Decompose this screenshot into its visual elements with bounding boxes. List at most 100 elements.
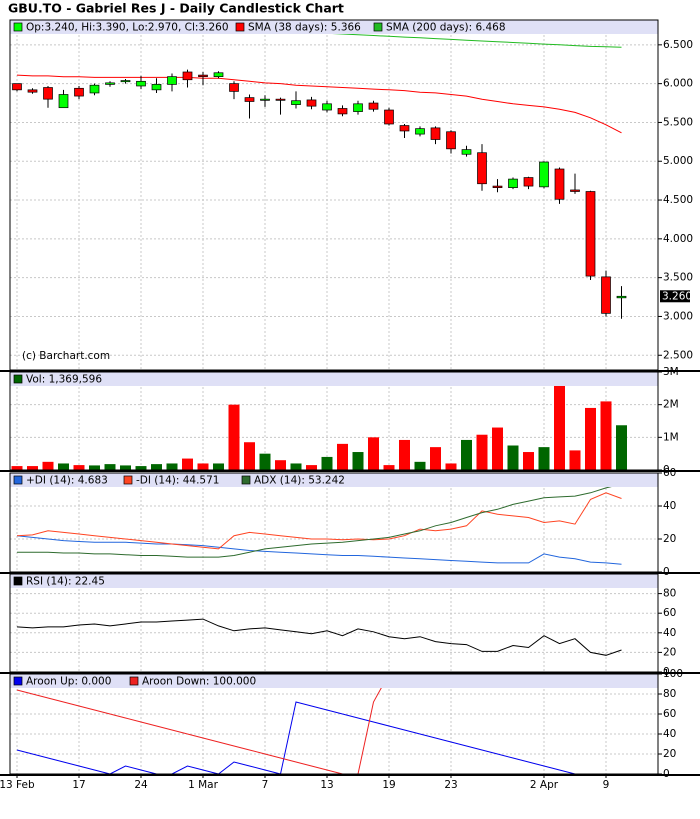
candle-body (58, 94, 69, 109)
x-tick-label: 19 (382, 779, 395, 791)
volume-bar (58, 463, 69, 470)
candle-body (477, 152, 487, 185)
volume-bar (616, 425, 627, 470)
volume-bar (523, 452, 534, 470)
volume-bar (507, 445, 519, 470)
legend-label: RSI (14): 22.45 (26, 576, 105, 588)
y-tick-label: 20 (663, 646, 676, 658)
legend-label: -DI (14): 44.571 (136, 475, 219, 487)
legend-label: Op:3.240, Hi:3.390, Lo:2.970, Cl:3.260 (26, 22, 229, 34)
x-tick-label: 23 (444, 779, 457, 791)
annotation: (c) Barchart.com (22, 350, 110, 362)
volume-bar (554, 372, 565, 470)
volume-bar (73, 465, 85, 470)
x-tick-label: 13 (320, 779, 333, 791)
legend-label: Aroon Down: 100.000 (142, 676, 256, 688)
y-tick-label: 40 (663, 627, 676, 639)
candle-body (353, 103, 363, 112)
legend-bg (10, 20, 658, 34)
volume-bar (383, 465, 395, 470)
plot (16, 483, 622, 565)
plot (12, 27, 627, 319)
legend-swatch (235, 22, 245, 32)
plot (16, 618, 622, 656)
y-tick-label: 20 (663, 748, 676, 760)
panel-bg (10, 372, 658, 470)
chart-title: GBU.TO - Gabriel Res J - Daily Candlesti… (8, 1, 344, 16)
candle-body (306, 99, 317, 107)
volume-bar (166, 463, 178, 470)
y-tick-label: 5.500 (663, 116, 693, 128)
series-line (17, 483, 622, 558)
volume-bar (399, 439, 410, 470)
volume-bar (182, 458, 193, 470)
candle-body (585, 191, 596, 277)
candle-body (151, 84, 162, 91)
candle-body (120, 80, 131, 83)
panel-bg (10, 674, 658, 774)
volume-bar (228, 404, 240, 470)
volume-bar (213, 463, 224, 470)
legend-swatch (13, 475, 23, 485)
y-tick-label: 2.500 (663, 349, 693, 361)
candle-body (399, 125, 410, 132)
candle-body (198, 74, 208, 78)
legend-bg (10, 674, 658, 688)
candle-body (291, 100, 301, 105)
legend-label: Aroon Up: 0.000 (26, 676, 111, 688)
y-tick-label: 60 (663, 607, 676, 619)
volume-bar (27, 466, 38, 470)
y-tick-label: 3.000 (663, 310, 693, 322)
volume-bar (538, 447, 550, 470)
volume-bar (352, 452, 364, 470)
candle-body (601, 276, 611, 314)
volume-bar (244, 442, 255, 470)
candle-body (260, 98, 270, 101)
legend-bg (10, 372, 658, 386)
volume-bar (135, 466, 147, 470)
legend-bg (10, 574, 658, 588)
x-tick-label: 24 (134, 779, 148, 791)
volume-bar (259, 453, 271, 470)
candle-body (27, 89, 38, 93)
legend-swatch (129, 676, 139, 686)
y-tick-label: 5.000 (663, 155, 693, 167)
legend-swatch (13, 576, 23, 586)
volume-bar (600, 401, 612, 470)
y-tick-label: 6.500 (663, 39, 693, 51)
y-tick-label: 4.500 (663, 194, 693, 206)
candle-body (213, 72, 224, 78)
candle-body (554, 168, 565, 200)
y-tick-label: 80 (663, 688, 676, 700)
candle-body (12, 83, 22, 91)
x-tick-label: 1 Mar (188, 779, 219, 791)
y-tick-label: 2M (663, 399, 679, 411)
candle-body (244, 97, 255, 102)
legend-bg (10, 473, 658, 487)
y-tick-label: 80 (663, 588, 676, 600)
series-line (16, 618, 622, 656)
y-tick-label: 40 (663, 728, 676, 740)
candle-body (182, 71, 193, 81)
legend-label: SMA (200 days): 6.468 (386, 22, 506, 34)
legend-label: +DI (14): 4.683 (26, 475, 108, 487)
candle-body (523, 177, 534, 187)
candle-body (539, 161, 549, 188)
candle-body (89, 84, 100, 94)
x-tick-label: 7 (262, 779, 269, 791)
y-tick-label: 1M (663, 431, 679, 443)
candle-body (136, 80, 146, 87)
series-line (16, 535, 622, 565)
candle-body (616, 295, 627, 299)
volume-bar (476, 434, 488, 470)
legend-label: Vol: 1,369,596 (26, 374, 102, 386)
volume-bar (585, 407, 596, 470)
candle-body (43, 87, 53, 100)
volume-bar (414, 461, 426, 470)
candle-body (570, 189, 580, 192)
legend-swatch (13, 676, 23, 686)
volume-bar (569, 450, 581, 470)
candle-body (461, 149, 472, 155)
